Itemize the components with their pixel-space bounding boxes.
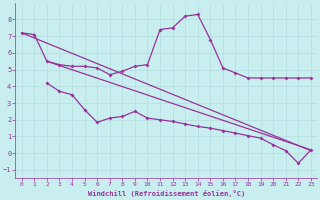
X-axis label: Windchill (Refroidissement éolien,°C): Windchill (Refroidissement éolien,°C)	[88, 190, 245, 197]
